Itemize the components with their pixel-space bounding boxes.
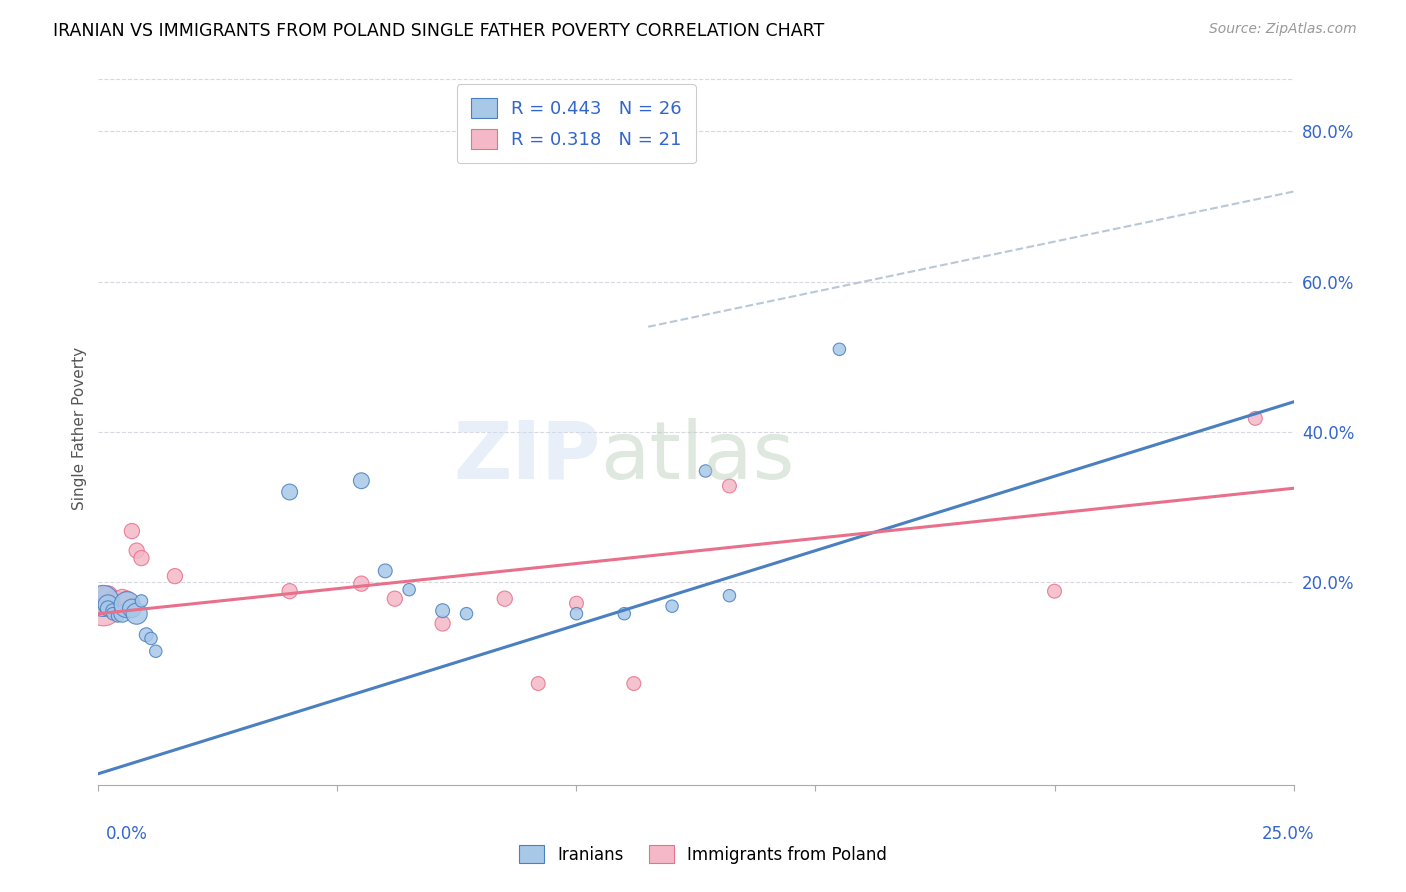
Point <box>718 479 741 493</box>
Point <box>398 582 420 597</box>
Text: IRANIAN VS IMMIGRANTS FROM POLAND SINGLE FATHER POVERTY CORRELATION CHART: IRANIAN VS IMMIGRANTS FROM POLAND SINGLE… <box>53 22 825 40</box>
Point <box>278 584 301 599</box>
Point <box>97 589 120 603</box>
Point <box>107 609 129 624</box>
Point <box>432 616 454 631</box>
Point <box>613 607 636 621</box>
Point <box>828 343 851 357</box>
Text: ZIP: ZIP <box>453 417 600 496</box>
Text: 0.0%: 0.0% <box>105 825 148 843</box>
Point <box>121 524 143 538</box>
Point <box>121 601 143 615</box>
Point <box>101 604 124 618</box>
Point <box>1244 411 1267 425</box>
Point <box>111 607 134 621</box>
Point <box>101 607 124 621</box>
Text: Source: ZipAtlas.com: Source: ZipAtlas.com <box>1209 22 1357 37</box>
Point <box>374 564 396 578</box>
Point <box>91 599 114 614</box>
Point <box>135 628 157 642</box>
Point <box>125 607 148 621</box>
Point <box>565 596 588 610</box>
Point <box>131 551 153 566</box>
Point <box>97 601 120 615</box>
Point <box>278 485 301 500</box>
Point <box>163 569 186 583</box>
Point <box>125 543 148 558</box>
Point <box>718 589 741 603</box>
Point <box>350 576 373 591</box>
Point <box>494 591 516 606</box>
Point <box>115 598 138 612</box>
Point <box>565 607 588 621</box>
Point <box>350 474 373 488</box>
Point <box>115 591 138 606</box>
Point <box>456 607 478 621</box>
Point <box>695 464 717 478</box>
Y-axis label: Single Father Poverty: Single Father Poverty <box>72 347 87 509</box>
Point <box>1043 584 1066 599</box>
Point <box>101 591 124 606</box>
Legend: R = 0.443   N = 26, R = 0.318   N = 21: R = 0.443 N = 26, R = 0.318 N = 21 <box>457 84 696 163</box>
Point <box>97 598 120 612</box>
Point <box>432 604 454 618</box>
Point <box>384 591 406 606</box>
Point <box>145 644 167 658</box>
Point <box>623 676 645 690</box>
Point <box>111 591 134 606</box>
Text: 25.0%: 25.0% <box>1263 825 1315 843</box>
Point <box>107 591 129 606</box>
Point <box>91 594 114 608</box>
Text: atlas: atlas <box>600 417 794 496</box>
Point <box>661 599 683 614</box>
Point <box>131 594 153 608</box>
Point <box>527 676 550 690</box>
Legend: Iranians, Immigrants from Poland: Iranians, Immigrants from Poland <box>512 838 894 871</box>
Point <box>139 632 162 646</box>
